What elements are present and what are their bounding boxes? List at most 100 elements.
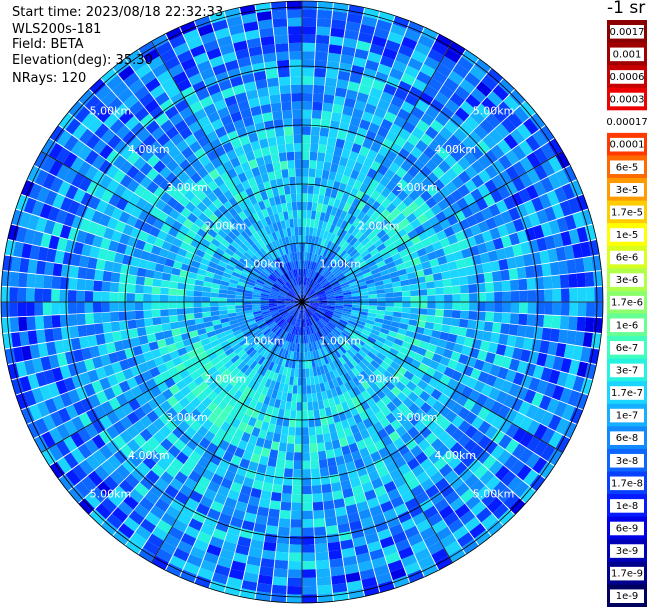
- range-bin: [148, 450, 162, 464]
- range-bin: [290, 289, 297, 296]
- range-bin: [353, 135, 365, 146]
- range-bin: [473, 464, 489, 480]
- range-bin: [189, 140, 202, 153]
- range-bin: [359, 146, 370, 157]
- range-bin: [23, 390, 37, 407]
- range-bin: [259, 27, 274, 38]
- range-bin: [369, 221, 379, 231]
- range-bin: [555, 151, 570, 169]
- range-bin: [253, 267, 262, 275]
- range-bin: [63, 377, 76, 392]
- range-bin: [359, 568, 376, 580]
- colorbar-tick-label: 0.00017: [607, 117, 647, 128]
- range-bin: [302, 59, 315, 69]
- range-bin: [485, 282, 494, 293]
- range-bin: [182, 235, 194, 245]
- range-bin: [256, 130, 267, 141]
- range-bin: [495, 344, 507, 356]
- range-bin: [243, 302, 252, 305]
- range-bin: [360, 346, 370, 355]
- colorbar-tick-label: 3e-6: [616, 275, 639, 286]
- range-bin: [399, 375, 411, 386]
- range-bin: [548, 173, 562, 190]
- range-bin: [449, 202, 462, 214]
- range-bin: [425, 315, 435, 323]
- range-bin: [312, 227, 318, 237]
- range-bin: [397, 510, 412, 524]
- range-bin: [325, 309, 334, 314]
- range-bin: [450, 242, 461, 253]
- range-bin: [124, 473, 140, 489]
- range-bin: [471, 160, 485, 174]
- range-bin: [235, 264, 244, 272]
- range-bin: [74, 481, 91, 498]
- range-bin: [247, 278, 257, 284]
- range-bin: [274, 239, 281, 249]
- range-bin: [118, 523, 135, 539]
- range-bin: [312, 244, 318, 254]
- range-bin: [238, 278, 248, 284]
- range-bin: [294, 435, 302, 445]
- range-bin: [444, 294, 453, 302]
- range-bin: [351, 396, 361, 407]
- range-bin: [369, 264, 379, 272]
- range-bin: [549, 261, 560, 276]
- range-bin: [229, 278, 239, 285]
- range-bin: [341, 547, 356, 558]
- range-bin: [354, 364, 364, 374]
- range-bin: [34, 418, 49, 435]
- range-bin: [478, 169, 492, 184]
- range-bin: [293, 143, 302, 152]
- range-bin: [390, 233, 401, 243]
- range-bin: [419, 340, 430, 350]
- range-bin: [307, 290, 315, 297]
- range-bin: [314, 358, 320, 368]
- range-bin: [176, 451, 189, 465]
- range-bin: [497, 101, 513, 117]
- range-bin: [304, 285, 308, 294]
- range-bin: [360, 428, 371, 440]
- range-bin: [335, 358, 343, 368]
- range-bin: [498, 258, 509, 271]
- range-bin: [272, 222, 279, 232]
- range-bin: [464, 72, 481, 88]
- range-bin: [548, 156, 563, 173]
- range-bin: [341, 331, 350, 339]
- range-bin: [159, 98, 175, 113]
- range-bin: [173, 548, 190, 562]
- range-bin: [375, 182, 386, 194]
- range-bin: [317, 264, 323, 273]
- range-bin: [224, 329, 234, 336]
- range-bin: [336, 218, 344, 228]
- range-bin: [298, 310, 301, 319]
- range-bin: [188, 470, 202, 483]
- range-bin: [513, 106, 530, 123]
- range-bin: [344, 563, 359, 575]
- range-bin: [273, 283, 281, 290]
- range-bin: [366, 497, 380, 509]
- range-bin: [252, 222, 261, 232]
- range-bin: [563, 245, 575, 260]
- range-bin: [235, 308, 245, 313]
- range-bin: [416, 347, 427, 357]
- range-bin: [338, 345, 347, 354]
- range-bin: [354, 48, 369, 60]
- range-bin: [333, 95, 346, 106]
- range-bin: [250, 338, 259, 347]
- range-bin: [196, 201, 208, 213]
- range-bin: [544, 235, 556, 250]
- range-bin: [329, 342, 337, 351]
- range-bin: [367, 336, 377, 344]
- range-bin: [419, 426, 432, 439]
- range-bin: [410, 302, 420, 308]
- range-bin: [351, 367, 360, 377]
- range-bin: [470, 109, 485, 125]
- range-bin: [386, 390, 397, 402]
- range-bin: [500, 380, 513, 394]
- range-bin: [259, 138, 269, 149]
- range-bin: [149, 484, 165, 498]
- range-bin: [389, 123, 403, 136]
- range-bin: [360, 298, 369, 302]
- range-bin: [294, 252, 298, 261]
- range-bin: [302, 577, 317, 587]
